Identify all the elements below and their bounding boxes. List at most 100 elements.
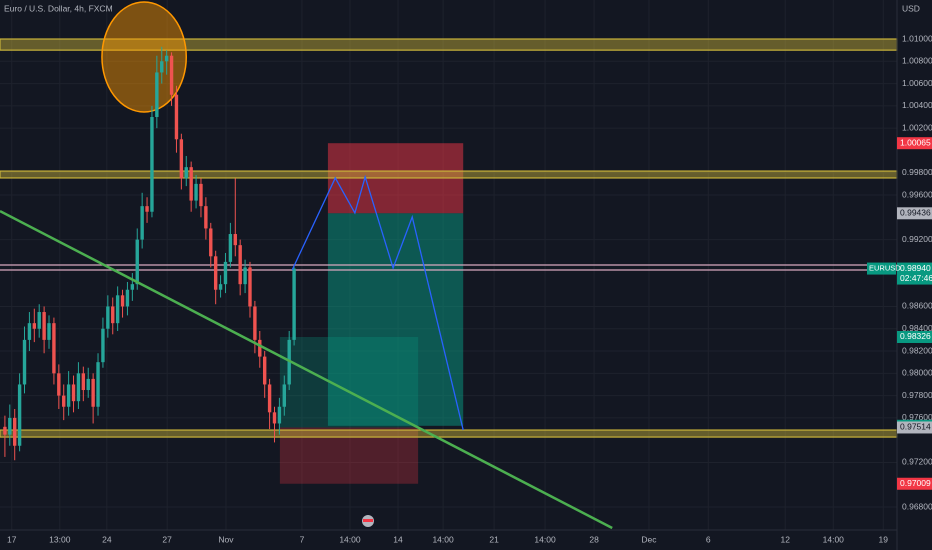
- candle-body: [174, 94, 179, 140]
- price-label-box: [897, 477, 932, 490]
- currency: USD: [902, 3, 920, 13]
- candle-body: [71, 384, 76, 402]
- candle-body: [238, 245, 242, 285]
- x-tick-label: 14:00: [339, 534, 361, 544]
- candle-body: [267, 384, 272, 413]
- y-tick-label: 1.00400: [902, 100, 932, 110]
- x-tick-label: 19: [879, 534, 889, 544]
- symbol-label-box: [867, 262, 896, 275]
- y-tick-label: 1.00800: [902, 56, 932, 66]
- candle-body: [52, 323, 56, 374]
- projection-path: [291, 174, 464, 431]
- price-label: 1.00065: [900, 137, 931, 147]
- price-label-box: [897, 421, 932, 434]
- candle-body: [106, 306, 110, 329]
- candle-body: [101, 328, 105, 363]
- candle-body: [189, 167, 193, 201]
- candle-body: [272, 412, 277, 424]
- candle-body: [86, 378, 90, 391]
- price-label: 0.97514: [900, 422, 931, 432]
- candle-body: [37, 312, 41, 329]
- zone: [0, 429, 898, 438]
- x-tick-label: 7: [300, 534, 305, 544]
- candle-body: [228, 234, 233, 262]
- candle-body: [130, 284, 135, 290]
- candle-body: [27, 323, 32, 340]
- price-label: 0.98940: [900, 263, 931, 273]
- x-tick-label: Dec: [641, 534, 657, 544]
- candle-body: [164, 55, 169, 62]
- candle-body: [57, 373, 61, 396]
- candle-body: [125, 289, 130, 307]
- y-tick-label: 0.99200: [902, 234, 932, 244]
- plot: [0, 0, 898, 530]
- candle-body: [3, 426, 7, 435]
- y-tick-label: 0.99800: [902, 167, 932, 177]
- x-tick-label: 14: [393, 534, 403, 544]
- candle-body: [243, 267, 247, 285]
- y-tick-label: 0.98000: [902, 368, 932, 378]
- price-label: 0.97009: [900, 478, 931, 488]
- candle-body: [184, 167, 188, 179]
- symbol-label: EURUSD: [869, 264, 901, 273]
- price-label-box: [897, 262, 932, 285]
- candle-body: [248, 267, 252, 307]
- candle-body: [66, 384, 71, 407]
- y-tick-label: 0.97800: [902, 390, 932, 400]
- candle-body: [120, 295, 125, 307]
- candle-body: [140, 206, 144, 240]
- chart-title: Euro / U.S. Dollar, 4h, FXCM: [4, 3, 113, 13]
- candle-body: [160, 61, 164, 73]
- zone: [0, 170, 898, 179]
- candle-body: [169, 55, 174, 95]
- candle-body: [150, 117, 154, 212]
- x-tick-label: 21: [489, 534, 499, 544]
- candle-body: [179, 139, 184, 179]
- candle-body: [213, 256, 218, 290]
- candle-body: [258, 339, 262, 357]
- candle-body: [17, 384, 22, 446]
- candle-body: [277, 406, 282, 424]
- candle-body: [204, 206, 208, 229]
- candle-body: [76, 373, 81, 402]
- y-tick-label: 0.96800: [902, 501, 932, 511]
- x-tick-label: 24: [102, 534, 112, 544]
- y-tick-label: 0.98400: [902, 323, 932, 333]
- candle-body: [155, 72, 159, 118]
- candle-body: [135, 239, 139, 285]
- x-tick-label: 17: [7, 534, 17, 544]
- y-tick-label: 0.97600: [902, 412, 932, 422]
- candle-body: [111, 306, 115, 324]
- candle-body: [233, 234, 237, 246]
- x-tick-label: 27: [162, 534, 172, 544]
- x-tick-label: 6: [706, 534, 711, 544]
- candle-body: [81, 373, 86, 391]
- x-tick-label: 14:00: [534, 534, 556, 544]
- candle-body: [13, 417, 17, 446]
- price-label: 0.99436: [900, 208, 931, 218]
- target-zone: [327, 213, 464, 426]
- x-tick-label: 14:00: [432, 534, 454, 544]
- price-label: 0.98326: [900, 331, 931, 341]
- candle-body: [22, 339, 27, 385]
- candle-body: [199, 183, 203, 207]
- candle-body: [32, 323, 37, 329]
- events-icon-flag: [363, 519, 373, 522]
- candle-body: [91, 378, 95, 407]
- candle-body: [292, 268, 296, 340]
- y-tick-label: 0.98600: [902, 301, 932, 311]
- candle-body: [262, 356, 267, 385]
- highlight-ellipse: [101, 1, 188, 113]
- y-tick-label: 1.01000: [902, 33, 932, 43]
- y-tick-label: 0.97200: [902, 457, 932, 467]
- candle-body: [218, 284, 223, 290]
- candle-body: [145, 206, 149, 212]
- candle-body: [253, 306, 257, 340]
- trendline: [0, 209, 613, 530]
- candle-body: [8, 417, 12, 435]
- candle-body: [115, 295, 120, 324]
- candle-body: [194, 183, 198, 201]
- x-tick-label: 12: [781, 534, 791, 544]
- y-tick-label: 1.00200: [902, 122, 932, 132]
